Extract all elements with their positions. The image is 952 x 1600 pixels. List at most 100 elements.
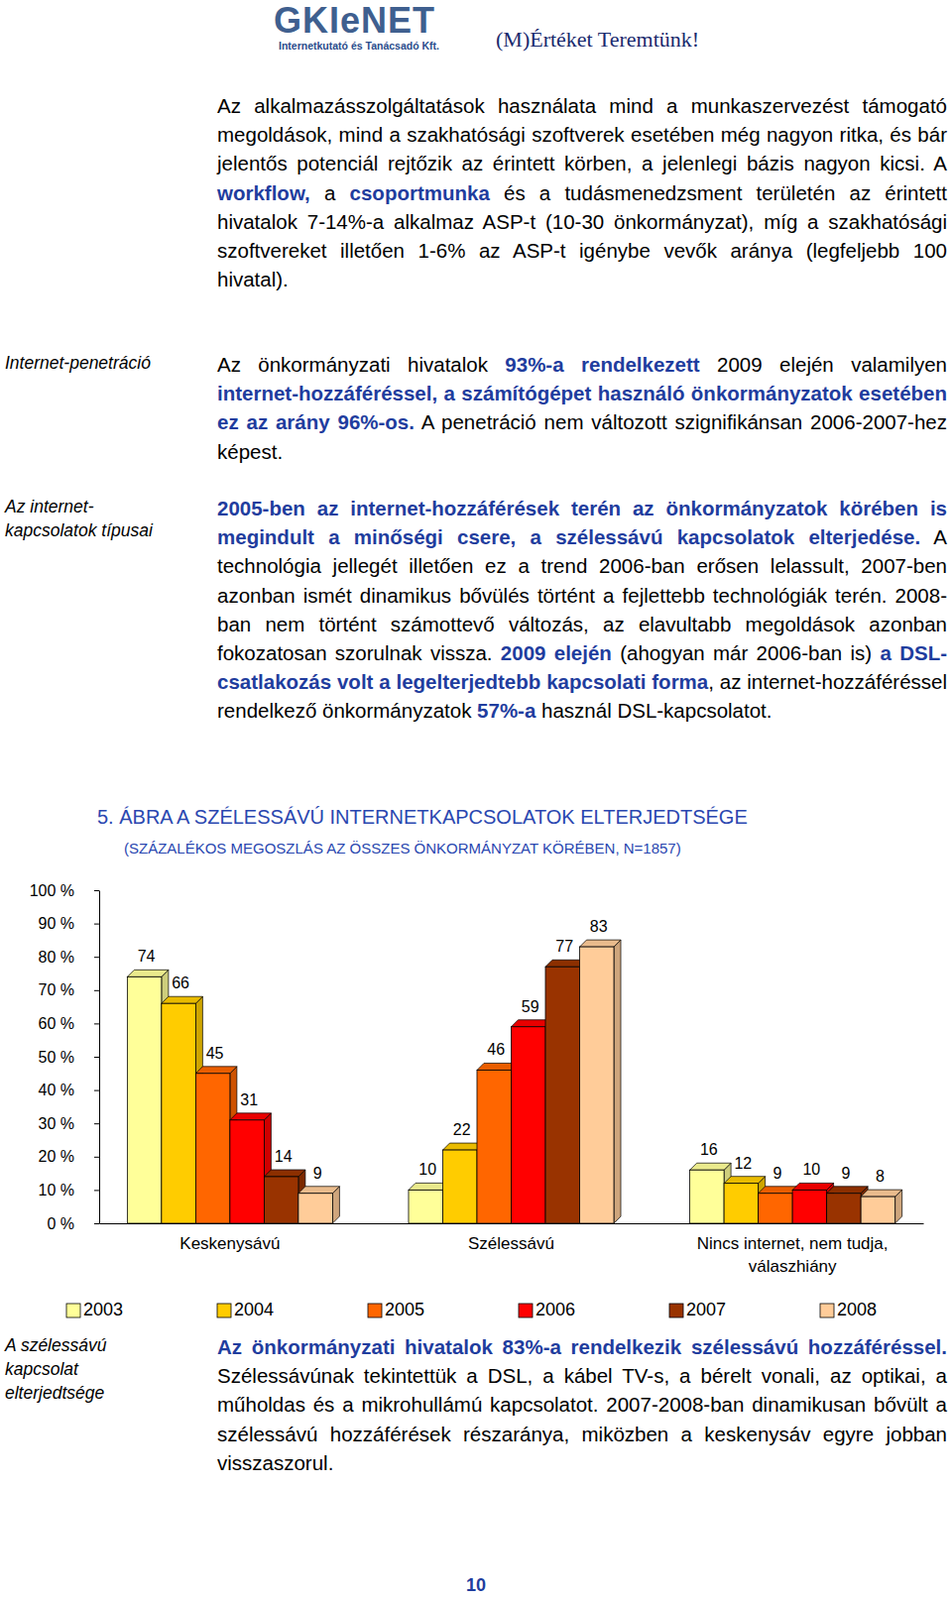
slogan: (M)Értéket Teremtünk! <box>495 26 700 53</box>
axis-line <box>100 1223 925 1225</box>
legend-swatch <box>217 1304 232 1318</box>
tick-mark <box>94 1223 100 1225</box>
tick: 60 % <box>38 1015 100 1033</box>
paragraph: Az alkalmazásszolgáltatások használata m… <box>217 91 948 294</box>
bar <box>263 1177 299 1224</box>
data-label: 10 <box>802 1161 821 1179</box>
tick: 70 % <box>38 981 100 999</box>
data-label: 10 <box>418 1161 437 1179</box>
bold-run: 93%-a rendelkezett <box>504 353 700 376</box>
tick-label: Nincs internet, nem tudja, válaszhiány <box>697 1234 889 1277</box>
bar <box>408 1190 444 1224</box>
data-label: 83 <box>590 918 608 936</box>
tick: 0 % <box>46 1215 100 1233</box>
data-label: 31 <box>239 1091 258 1109</box>
legend-swatch <box>669 1304 684 1318</box>
bar <box>860 1196 896 1224</box>
bar-depth-top <box>690 1163 732 1171</box>
side-label: Internet-penetráció <box>4 351 194 375</box>
bar-depth-top <box>860 1190 903 1197</box>
legend-swatch <box>367 1304 382 1318</box>
tick: 80 % <box>38 949 100 966</box>
tick-label-line: Nincs internet, nem tudja, <box>697 1234 889 1254</box>
axis-line <box>99 891 101 1225</box>
legend-label: 2005 <box>384 1300 425 1320</box>
bar-depth-top <box>263 1170 306 1178</box>
tick: Szélessávú <box>468 1223 555 1254</box>
legend-swatch <box>820 1304 834 1318</box>
bar-depth-top <box>230 1113 272 1121</box>
bar <box>758 1193 794 1224</box>
text-run: Szélessávúnak tekintettük a DSL, a kábel… <box>217 1364 948 1475</box>
tick-mark <box>94 1023 100 1025</box>
data-label: 22 <box>453 1121 472 1139</box>
bar <box>442 1150 477 1224</box>
bar <box>511 1027 547 1224</box>
bar-depth-top <box>723 1177 766 1185</box>
paragraph: Az önkormányzati hivatalok 93%-a rendelk… <box>217 350 948 467</box>
data-label: 14 <box>274 1148 293 1166</box>
tick: 90 % <box>38 915 100 933</box>
bar <box>690 1170 725 1224</box>
tick-label-line: Keskenysávú <box>179 1234 280 1254</box>
bar-depth-top <box>827 1187 869 1194</box>
tick-label: 10 % <box>38 1182 75 1199</box>
tick-label: 0 % <box>46 1215 75 1233</box>
bar-depth-top <box>298 1187 341 1194</box>
tick-label-line: válaszhiány <box>748 1257 837 1277</box>
tick-label: 70 % <box>38 981 75 999</box>
tick: 50 % <box>38 1049 100 1067</box>
data-label: 46 <box>486 1041 505 1059</box>
legend-label: 2004 <box>234 1300 274 1320</box>
data-label: 16 <box>700 1141 718 1159</box>
paragraph: 2005-ben az internet-hozzáférések terén … <box>217 493 948 726</box>
page-number: 10 <box>426 1575 526 1597</box>
bar-depth-top <box>580 940 622 948</box>
tick-label: Keskenysávú <box>179 1234 280 1254</box>
data-labels: 74101666221245469315910147799838 <box>137 918 885 1186</box>
bold-run: csoportmunka <box>350 181 490 205</box>
tick-mark <box>94 1157 100 1159</box>
tick-label: 80 % <box>38 949 75 966</box>
data-label: 74 <box>137 948 156 965</box>
tick-label: 90 % <box>38 915 75 933</box>
text-run: Az önkormányzati hivatalok <box>217 353 505 376</box>
tick: 40 % <box>38 1081 100 1099</box>
bar-depth-top <box>126 969 169 977</box>
tick-label: 100 % <box>29 882 75 900</box>
bar <box>723 1184 759 1224</box>
tick: Keskenysávú <box>179 1223 280 1254</box>
text-run: a <box>310 181 351 205</box>
tick-mark <box>94 1090 100 1092</box>
legend-swatch <box>518 1304 533 1318</box>
data-label: 12 <box>733 1155 752 1173</box>
bar <box>298 1193 334 1224</box>
tick-mark <box>94 1190 100 1191</box>
tick-mark <box>94 890 100 892</box>
bar-depth-side <box>613 940 621 1224</box>
tick-mark <box>94 924 100 926</box>
chart-title: 5. ÁBRA A SZÉLESSÁVÚ INTERNETKAPCSOLATOK… <box>97 806 748 829</box>
chart-subtitle: (SZÁZALÉKOS MEGOSZLÁS AZ ÖSSZES ÖNKORMÁN… <box>123 839 682 857</box>
bar-depth-top <box>195 1067 238 1074</box>
legend-swatch <box>66 1304 81 1318</box>
data-label: 9 <box>840 1165 850 1183</box>
tick-label: Szélessávú <box>468 1234 555 1254</box>
bold-run: 57%-a <box>476 699 536 722</box>
paragraph: Az önkormányzati hivatalok 83%-a rendelk… <box>217 1332 948 1478</box>
tick-mark <box>94 956 100 958</box>
bars <box>126 940 902 1224</box>
side-label: Az internet-kapcsolatok típusai <box>4 494 184 543</box>
tick: 30 % <box>38 1115 100 1133</box>
text-run: Az alkalmazásszolgáltatások használata m… <box>217 94 948 175</box>
bar <box>195 1073 231 1224</box>
legend: 200320042005200620072008 <box>66 1300 877 1320</box>
bold-run: Az önkormányzati hivatalok 83%-a rendelk… <box>217 1335 948 1359</box>
bar <box>476 1070 512 1224</box>
tick-label: 40 % <box>38 1081 75 1099</box>
legend-label: 2003 <box>83 1300 123 1320</box>
tick-mark <box>94 1123 100 1125</box>
bold-run: 2005-ben az internet-hozzáférések terén … <box>217 496 948 549</box>
logo: GKIeNET <box>273 0 436 42</box>
bar <box>230 1120 265 1224</box>
